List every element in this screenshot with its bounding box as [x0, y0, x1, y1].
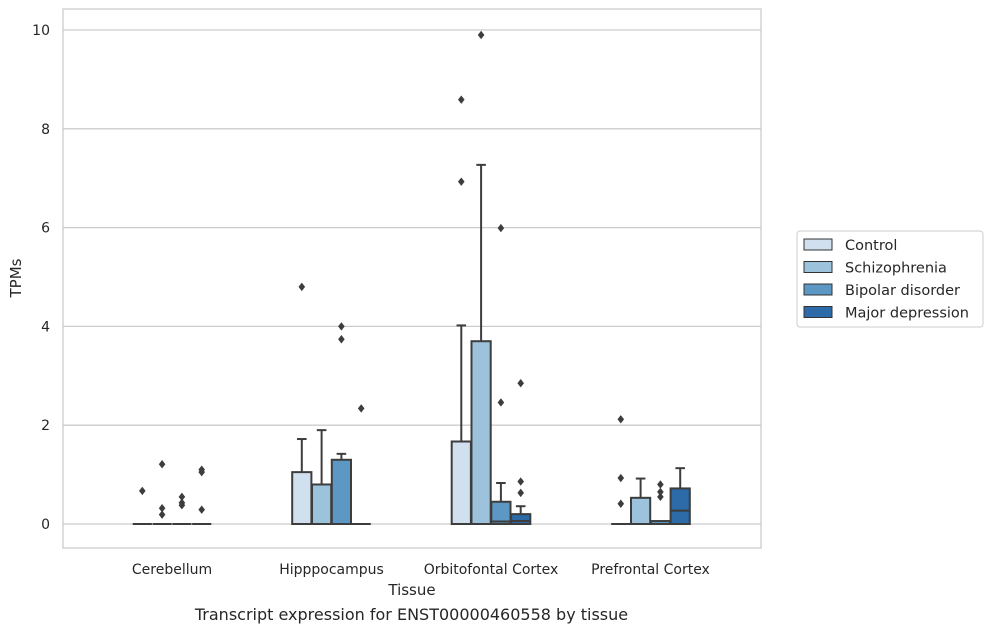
y-tick-label: 0 — [41, 517, 50, 533]
outlier-point — [497, 398, 505, 407]
outlier-point — [517, 477, 524, 486]
outlier-point — [657, 492, 664, 502]
outlier-point — [617, 415, 625, 424]
box-1-2 — [330, 322, 352, 525]
outlier-point — [139, 486, 146, 496]
outlier-point — [158, 503, 166, 513]
box-1-0 — [291, 282, 313, 526]
chart-caption: Transcript expression for ENST0000046055… — [194, 605, 629, 624]
outlier-point — [458, 177, 465, 186]
legend-swatch — [803, 238, 833, 251]
box — [291, 471, 313, 526]
x-axis-title: Tissue — [387, 581, 435, 599]
outlier-point — [158, 460, 166, 469]
outlier-point — [477, 30, 485, 40]
plot-area — [132, 30, 691, 526]
outlier-point — [657, 480, 664, 489]
box — [450, 440, 472, 526]
outlier-point — [158, 510, 166, 519]
box-0-2 — [172, 492, 192, 525]
x-tick-label: Cerebellum — [132, 562, 212, 578]
box-0-3 — [192, 465, 212, 525]
grid-lines — [63, 29, 761, 525]
box-3-3 — [669, 467, 691, 526]
outlier-point — [517, 379, 524, 388]
box-3-0 — [611, 415, 631, 525]
y-axis: 0 2 4 6 8 10 — [32, 23, 50, 533]
legend-frame — [796, 230, 984, 328]
box-1-1 — [311, 429, 333, 526]
legend-label: Schizophrenia — [845, 261, 947, 277]
box-2-3 — [510, 379, 532, 525]
legend-label: Major depression — [845, 306, 969, 322]
box — [510, 513, 532, 525]
box-3-1 — [630, 477, 652, 525]
outlier-point — [497, 223, 505, 233]
y-tick-label: 8 — [41, 122, 50, 138]
box — [490, 500, 512, 525]
box-2-1 — [470, 30, 492, 525]
y-tick-label: 10 — [32, 23, 50, 39]
box — [330, 458, 352, 525]
outlier-point — [178, 498, 186, 507]
box-2-2 — [490, 223, 512, 525]
box — [669, 487, 691, 526]
legend-swatch — [803, 306, 833, 318]
legend-label: Bipolar disorder — [845, 283, 960, 299]
x-tick-label: Prefrontal Cortex — [591, 562, 710, 578]
box — [630, 496, 652, 525]
box-1-3 — [351, 404, 371, 525]
outlier-point — [657, 487, 664, 497]
legend: Control Schizophrenia Bipolar disorder Majo… — [796, 230, 984, 328]
box — [311, 483, 333, 526]
legend-label: Control — [845, 238, 897, 254]
x-tick-label: Hipppocampus — [279, 562, 384, 578]
plot-frame — [62, 8, 762, 549]
y-tick-label: 2 — [41, 418, 50, 434]
x-tick-label: Orbitofontal Cortex — [424, 562, 559, 578]
legend-swatch — [803, 283, 833, 296]
box-0-1 — [152, 460, 172, 525]
outlier-point — [298, 282, 306, 292]
outlier-point — [338, 322, 345, 331]
outlier-point — [617, 473, 625, 483]
y-axis-title: TPMs — [7, 258, 25, 298]
box — [470, 340, 492, 525]
outlier-point — [338, 335, 345, 344]
box-2-0 — [450, 95, 472, 526]
outlier-point — [198, 465, 205, 474]
outlier-point — [617, 499, 625, 508]
y-tick-label: 6 — [41, 221, 50, 237]
outlier-point — [517, 488, 524, 498]
box-3-2 — [649, 480, 671, 526]
outlier-point — [458, 95, 465, 104]
outlier-point — [198, 505, 205, 514]
y-tick-label: 4 — [41, 319, 50, 335]
x-axis: Cerebellum Hipppocampus Orbitofontal Corte… — [132, 562, 710, 578]
legend-swatch — [803, 261, 833, 273]
outlier-point — [178, 492, 186, 502]
outlier-point — [357, 404, 365, 413]
box-0-0 — [132, 486, 152, 525]
